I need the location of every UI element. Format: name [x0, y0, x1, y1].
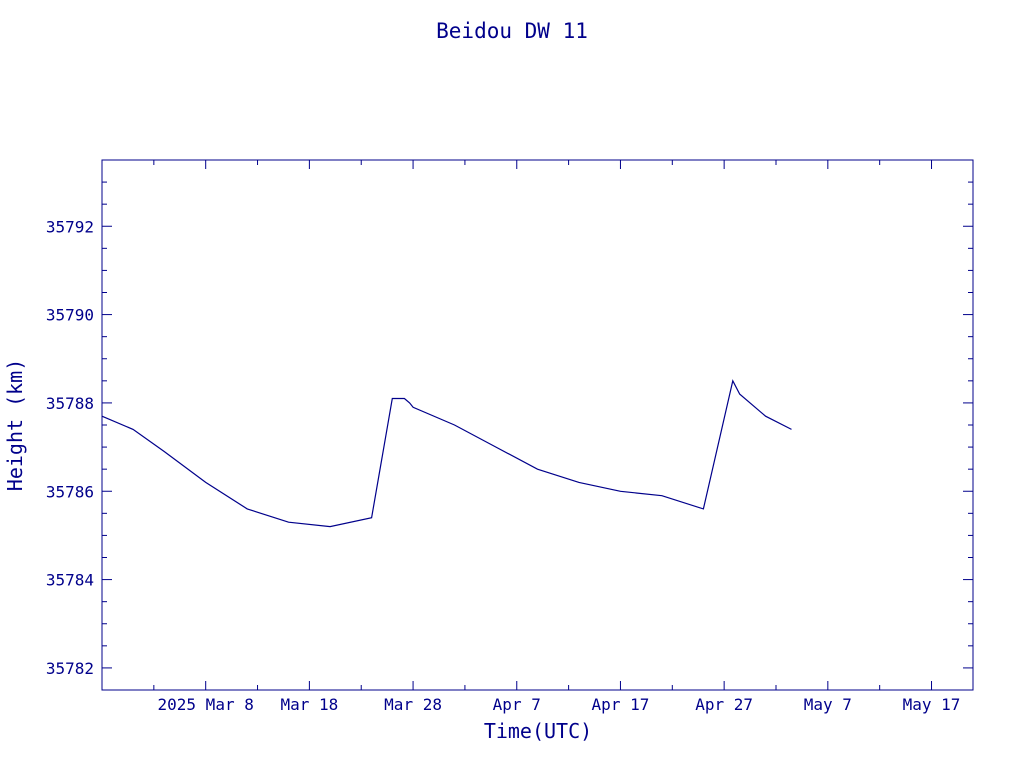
- x-tick-label: Mar 28: [384, 695, 442, 714]
- plot-frame: [101, 159, 974, 691]
- x-tick-label: May 17: [903, 695, 961, 714]
- chart-title: Beidou DW 11: [436, 19, 588, 43]
- y-tick-label: 35792: [46, 217, 94, 236]
- y-tick-label: 35782: [46, 659, 94, 678]
- y-axis-title: Height (km): [3, 359, 27, 491]
- x-tick-label: Apr 17: [592, 695, 650, 714]
- x-tick-label: Apr 27: [695, 695, 753, 714]
- tick-labels: 2025 Mar 8 Mar 18 Mar 28 Apr 7 Apr 17 Apr 27 M…: [46, 217, 961, 714]
- x-tick-label: Apr 7: [493, 695, 541, 714]
- series-line: [101, 379, 792, 528]
- y-tick-label: 35786: [46, 482, 94, 501]
- x-tick-label: 2025 Mar 8: [158, 695, 254, 714]
- y-tick-label: 35784: [46, 571, 94, 590]
- y-tick-label: 35788: [46, 394, 94, 413]
- x-tick-label: Mar 18: [280, 695, 338, 714]
- x-axis-title: Time(UTC): [484, 719, 592, 743]
- x-tick-label: May 7: [804, 695, 852, 714]
- y-tick-label: 35790: [46, 306, 94, 325]
- tick-marks: [101, 159, 973, 691]
